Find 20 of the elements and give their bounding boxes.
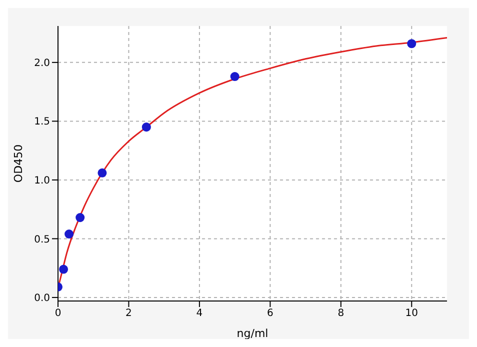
point — [142, 122, 151, 132]
point — [98, 168, 107, 178]
x-axis-title: ng/ml — [236, 327, 268, 340]
point — [59, 264, 68, 274]
x-tick-label: 4 — [196, 308, 203, 320]
x-tick-label: 2 — [126, 308, 132, 320]
x-tick-label: 0 — [54, 308, 62, 320]
x-tick-label: 8 — [338, 308, 344, 320]
y-tick-label: 1.5 — [34, 116, 50, 128]
y-tick-label: 1.0 — [34, 176, 50, 187]
x-tick-label: 6 — [266, 308, 274, 320]
y-tick-label: 0.5 — [34, 234, 50, 246]
point — [76, 213, 85, 222]
point — [407, 39, 416, 48]
point — [230, 72, 240, 82]
y-tick-label: 2.0 — [34, 58, 50, 69]
x-tick-label: 10 — [405, 308, 418, 320]
y-axis-title: OD450 — [12, 144, 25, 183]
y-tick-label: 0.0 — [34, 293, 50, 304]
point — [64, 230, 74, 239]
